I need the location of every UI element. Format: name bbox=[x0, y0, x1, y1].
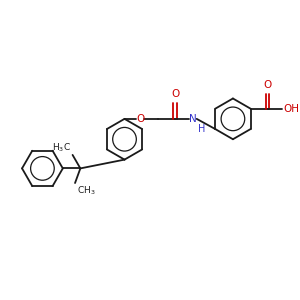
Text: N: N bbox=[189, 114, 196, 124]
Text: CH$_3$: CH$_3$ bbox=[77, 184, 96, 197]
Text: O: O bbox=[263, 80, 272, 90]
Text: O: O bbox=[136, 114, 144, 124]
Text: O: O bbox=[171, 89, 179, 99]
Text: OH: OH bbox=[283, 104, 299, 114]
Text: H: H bbox=[198, 124, 205, 134]
Text: H$_3$C: H$_3$C bbox=[52, 141, 71, 154]
